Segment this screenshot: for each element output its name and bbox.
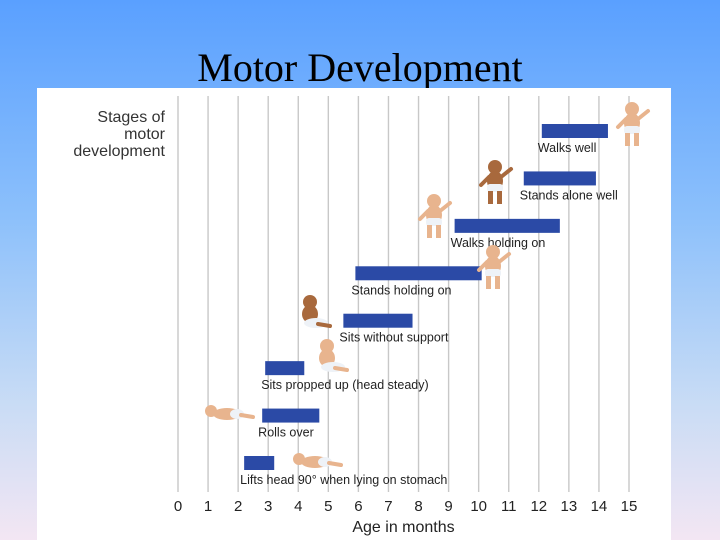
stage-bar [343, 313, 413, 328]
stage-label: Walks well [538, 141, 597, 155]
baby-illustration [205, 405, 255, 420]
x-tick-label: 5 [324, 498, 332, 515]
baby-illustration [616, 102, 650, 146]
stage-bar [454, 218, 560, 233]
x-axis-ticks: 0 1 2 3 4 5 6 7 8 9 10 11 12 13 14 15 [174, 498, 638, 515]
stage-label: Stands holding on [351, 283, 451, 297]
x-tick-label: 9 [444, 498, 452, 515]
stage-bar [262, 408, 320, 423]
stage-bar [355, 266, 482, 281]
x-tick-label: 12 [530, 498, 547, 515]
x-tick-label: 6 [354, 498, 362, 515]
stage-label: Rolls over [258, 426, 314, 440]
stage-label: Lifts head 90° when lying on stomach [240, 473, 447, 487]
baby-illustrations [205, 102, 650, 468]
stage-label: Sits propped up (head steady) [261, 378, 428, 392]
stage-bars [244, 124, 608, 470]
chart-title-line: development [73, 143, 165, 160]
baby-illustration [319, 339, 349, 372]
x-tick-label: 1 [204, 498, 212, 515]
stage-label: Walks holding on [451, 236, 546, 250]
x-tick-label: 3 [264, 498, 272, 515]
stage-bar [244, 456, 275, 470]
chart-title-line: Stages of [97, 109, 165, 126]
x-tick-label: 0 [174, 498, 182, 515]
x-axis-title: Age in months [352, 519, 454, 536]
x-tick-label: 7 [384, 498, 392, 515]
stage-bar [541, 124, 608, 138]
stage-label: Sits without support [339, 331, 449, 345]
x-tick-label: 4 [294, 498, 302, 515]
x-tick-label: 15 [621, 498, 638, 515]
stage-bar [523, 171, 596, 186]
chart-panel: Stages of motor development Walks well Stan… [37, 88, 671, 540]
x-tick-label: 11 [501, 498, 517, 515]
chart-title-line: motor [124, 126, 166, 143]
baby-illustration [477, 245, 511, 289]
x-tick-label: 13 [561, 498, 578, 515]
stage-label: Stands alone well [520, 188, 618, 202]
baby-illustration [418, 194, 452, 238]
x-tick-label: 10 [470, 498, 487, 515]
baby-illustration [479, 160, 513, 204]
grid-lines [177, 96, 630, 492]
baby-illustration [293, 453, 343, 468]
baby-illustration [302, 295, 332, 328]
stage-bar [265, 361, 305, 376]
stage-labels: Walks well Stands alone well Walks holding… [240, 141, 618, 487]
x-tick-label: 8 [414, 498, 422, 515]
slide-title: Motor Development [197, 45, 523, 90]
x-tick-label: 14 [591, 498, 608, 515]
x-tick-label: 2 [234, 498, 242, 515]
